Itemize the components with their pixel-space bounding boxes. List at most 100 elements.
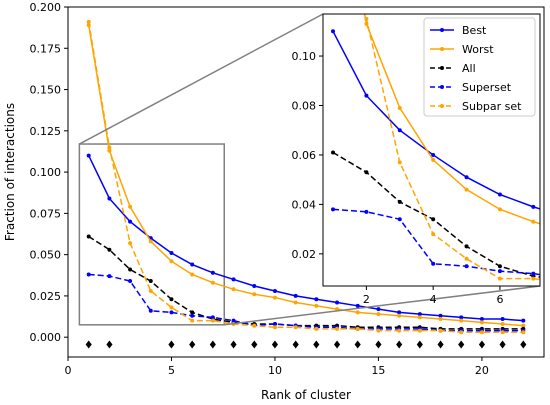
y-axis-label: Fraction of interactions	[3, 103, 17, 241]
y-tick-label-5: 0.125	[30, 125, 62, 138]
main-point-best	[500, 317, 505, 322]
significance-marker: ♦	[415, 339, 425, 352]
main-point-subpar-set	[148, 288, 153, 293]
main-point-best	[107, 196, 112, 201]
main-point-best	[169, 250, 174, 255]
main-point-worst	[231, 287, 236, 292]
main-point-all	[148, 279, 153, 284]
main-point-best	[272, 288, 277, 293]
main-point-best	[190, 262, 195, 267]
inset-line-subpar-set	[364, 14, 540, 281]
significance-marker: ♦	[270, 339, 280, 352]
main-point-worst	[314, 303, 319, 308]
significance-marker: ♦	[311, 339, 321, 352]
main-point-subpar-set	[500, 330, 505, 335]
inset-point-superset	[531, 271, 536, 276]
main-point-subpar-set	[314, 326, 319, 331]
main-point-best	[459, 315, 464, 320]
main-point-superset	[210, 315, 215, 320]
main-point-subpar-set	[293, 325, 298, 330]
x-tick-label-5: 5	[168, 364, 175, 377]
main-series-best	[86, 153, 526, 323]
y-tick-label-4: 0.100	[30, 166, 62, 179]
legend-marker-worst	[440, 47, 444, 51]
main-point-worst	[417, 315, 422, 320]
inset-point-all	[497, 264, 502, 269]
main-point-best	[252, 284, 257, 289]
inset-line-best	[332, 30, 540, 210]
zoom-connector-top	[79, 13, 324, 145]
main-plot-frame	[67, 6, 545, 358]
inset-point-superset	[497, 269, 502, 274]
inset-point-all	[464, 244, 469, 249]
main-point-worst	[479, 320, 484, 325]
main-point-all	[107, 247, 112, 252]
main-point-superset	[169, 310, 174, 315]
legend-marker-all	[440, 66, 444, 70]
inset-point-worst	[464, 187, 469, 192]
main-point-superset	[148, 308, 153, 313]
inset-line-worst	[363, 14, 540, 225]
main-point-worst	[252, 292, 257, 297]
main-line-all	[88, 235, 524, 330]
significance-marker: ♦	[456, 339, 466, 352]
main-point-subpar-set	[252, 323, 257, 328]
significance-marker: ♦	[208, 339, 218, 352]
inset-point-subpar-set	[431, 232, 436, 237]
main-point-best	[355, 303, 360, 308]
significance-marker: ♦	[477, 339, 487, 352]
y-tick-label-0: 0.000	[30, 331, 62, 344]
main-series-worst	[86, 23, 526, 328]
main-point-best	[293, 293, 298, 298]
legend-item-best: Best	[430, 24, 487, 37]
main-point-subpar-set	[86, 19, 91, 24]
inset-point-subpar-set	[464, 256, 469, 261]
inset-point-best	[364, 93, 369, 98]
main-point-superset	[190, 313, 195, 318]
y-tick-label-8: 0.200	[30, 1, 62, 14]
main-plot-area: 0 5 10 15 20 0.000 0.025 0.050 0.075 0.100 0.125 0.…	[30, 1, 545, 377]
main-point-worst	[169, 259, 174, 264]
y-tick-label-6: 0.150	[30, 84, 62, 97]
main-line-best	[88, 155, 524, 322]
main-point-subpar-set	[128, 241, 133, 246]
main-point-all	[86, 234, 91, 239]
legend-item-worst: Worst	[430, 43, 494, 56]
main-point-all	[190, 310, 195, 315]
inset-point-subpar-set	[497, 276, 502, 281]
main-point-best	[335, 300, 340, 305]
inset-point-best	[397, 128, 402, 133]
inset-x-tick-label-2: 2	[363, 293, 370, 306]
main-point-best	[438, 313, 443, 318]
inset-point-superset	[464, 264, 469, 269]
inset-point-superset	[331, 207, 336, 212]
main-point-worst	[459, 318, 464, 323]
main-point-superset	[86, 272, 91, 277]
x-tick-label-10: 10	[268, 364, 282, 377]
inset-point-all	[364, 170, 369, 175]
main-line-subpar-set	[87, 21, 524, 333]
x-tick-label-20: 20	[475, 364, 489, 377]
main-point-subpar-set	[355, 326, 360, 331]
inset-point-worst	[397, 105, 402, 110]
main-point-worst	[521, 323, 526, 328]
inset-point-superset	[431, 261, 436, 266]
inset-point-all	[331, 150, 336, 155]
main-point-subpar-set	[397, 328, 402, 333]
legend-label-all: All	[462, 62, 476, 75]
y-tick-label-3: 0.075	[30, 207, 62, 220]
significance-marker: ♦	[229, 339, 239, 352]
y-tick-label-1: 0.025	[30, 290, 62, 303]
main-point-worst	[128, 204, 133, 209]
main-point-subpar-set	[376, 328, 381, 333]
main-point-worst	[397, 313, 402, 318]
inset-y-tick-label-1: 0.04	[292, 198, 317, 211]
inset-point-all	[431, 217, 436, 222]
significance-marker: ♦	[353, 339, 363, 352]
significance-marker: ♦	[373, 339, 383, 352]
main-point-worst	[438, 317, 443, 322]
legend-marker-superset	[440, 85, 444, 89]
main-point-worst	[376, 312, 381, 317]
significance-marker: ♦	[291, 339, 301, 352]
